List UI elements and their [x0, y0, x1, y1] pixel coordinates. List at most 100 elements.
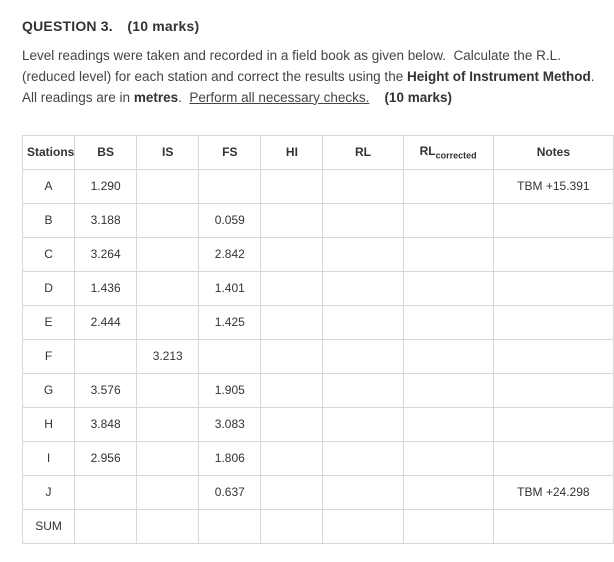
hi-cell — [261, 373, 323, 407]
hi-cell — [261, 407, 323, 441]
table-row: F 3.213 — [23, 339, 614, 373]
table-row: G3.576 1.905 — [23, 373, 614, 407]
rl-corrected-cell — [403, 339, 493, 373]
fs-cell — [199, 169, 261, 203]
hi-cell — [261, 169, 323, 203]
table-row: H3.848 3.083 — [23, 407, 614, 441]
table-row: A1.290 TBM +15.391 — [23, 169, 614, 203]
col-header-fs: FS — [199, 135, 261, 169]
col-header-hi: HI — [261, 135, 323, 169]
table-row: SUM — [23, 509, 614, 543]
question-label: QUESTION 3. — [22, 18, 113, 34]
fs-cell: 0.059 — [199, 203, 261, 237]
bs-cell: 1.290 — [75, 169, 137, 203]
rl-cell — [323, 305, 403, 339]
col-header-notes: Notes — [493, 135, 613, 169]
rl-cell — [323, 271, 403, 305]
hi-cell — [261, 475, 323, 509]
station-cell: A — [23, 169, 75, 203]
station-cell: G — [23, 373, 75, 407]
station-cell: D — [23, 271, 75, 305]
question-body: Level readings were taken and recorded i… — [22, 46, 614, 109]
station-cell: E — [23, 305, 75, 339]
fs-cell: 1.401 — [199, 271, 261, 305]
rl-corrected-cell — [403, 203, 493, 237]
col-header-rl-corrected: RLcorrected — [403, 135, 493, 169]
level-table: Stations BS IS FS HI RL RLcorrected Note… — [22, 135, 614, 544]
rl-corrected-cell — [403, 441, 493, 475]
col-header-bs: BS — [75, 135, 137, 169]
rl-corrected-cell — [403, 305, 493, 339]
is-cell — [137, 237, 199, 271]
table-row: J 0.637 TBM +24.298 — [23, 475, 614, 509]
is-cell — [137, 475, 199, 509]
col-header-rl: RL — [323, 135, 403, 169]
bs-cell: 2.956 — [75, 441, 137, 475]
question-header: QUESTION 3. (10 marks) Level readings we… — [22, 18, 614, 109]
level-table-wrap: Stations BS IS FS HI RL RLcorrected Note… — [22, 135, 614, 544]
bs-cell — [75, 509, 137, 543]
notes-cell: TBM +24.298 — [493, 475, 613, 509]
fs-cell — [199, 509, 261, 543]
bs-cell: 2.444 — [75, 305, 137, 339]
is-cell — [137, 169, 199, 203]
fs-cell: 1.425 — [199, 305, 261, 339]
rl-corrected-cell — [403, 509, 493, 543]
fs-cell: 3.083 — [199, 407, 261, 441]
is-cell — [137, 305, 199, 339]
station-cell: I — [23, 441, 75, 475]
rl-cell — [323, 169, 403, 203]
is-cell — [137, 373, 199, 407]
table-row: B3.1880.059 — [23, 203, 614, 237]
rl-corrected-cell — [403, 475, 493, 509]
fs-cell: 1.905 — [199, 373, 261, 407]
notes-cell — [493, 509, 613, 543]
station-cell: B — [23, 203, 75, 237]
fs-cell — [199, 339, 261, 373]
fs-cell: 0.637 — [199, 475, 261, 509]
hi-cell — [261, 271, 323, 305]
question-marks: (10 marks) — [127, 18, 199, 34]
table-row: E2.444 1.425 — [23, 305, 614, 339]
station-cell: SUM — [23, 509, 75, 543]
fs-cell: 1.806 — [199, 441, 261, 475]
is-cell — [137, 441, 199, 475]
is-cell — [137, 271, 199, 305]
bs-cell: 3.264 — [75, 237, 137, 271]
notes-cell: TBM +15.391 — [493, 169, 613, 203]
notes-cell — [493, 373, 613, 407]
bs-cell: 3.848 — [75, 407, 137, 441]
notes-cell — [493, 441, 613, 475]
question-title-line: QUESTION 3. (10 marks) — [22, 18, 614, 36]
hi-cell — [261, 441, 323, 475]
rl-cell — [323, 373, 403, 407]
bs-cell — [75, 339, 137, 373]
col-header-stations: Stations — [23, 135, 75, 169]
is-cell — [137, 203, 199, 237]
is-cell: 3.213 — [137, 339, 199, 373]
bs-cell — [75, 475, 137, 509]
notes-cell — [493, 407, 613, 441]
notes-cell — [493, 237, 613, 271]
station-cell: F — [23, 339, 75, 373]
rl-cell — [323, 407, 403, 441]
table-row: C3.2642.842 — [23, 237, 614, 271]
rl-corrected-cell — [403, 169, 493, 203]
station-cell: H — [23, 407, 75, 441]
bs-cell: 1.436 — [75, 271, 137, 305]
hi-cell — [261, 339, 323, 373]
station-cell: J — [23, 475, 75, 509]
notes-cell — [493, 271, 613, 305]
hi-cell — [261, 305, 323, 339]
hi-cell — [261, 237, 323, 271]
is-cell — [137, 509, 199, 543]
bs-cell: 3.576 — [75, 373, 137, 407]
station-cell: C — [23, 237, 75, 271]
rl-corrected-cell — [403, 237, 493, 271]
rl-cell — [323, 203, 403, 237]
rl-cell — [323, 339, 403, 373]
notes-cell — [493, 203, 613, 237]
rl-cell — [323, 441, 403, 475]
hi-cell — [261, 203, 323, 237]
rl-corrected-cell — [403, 373, 493, 407]
